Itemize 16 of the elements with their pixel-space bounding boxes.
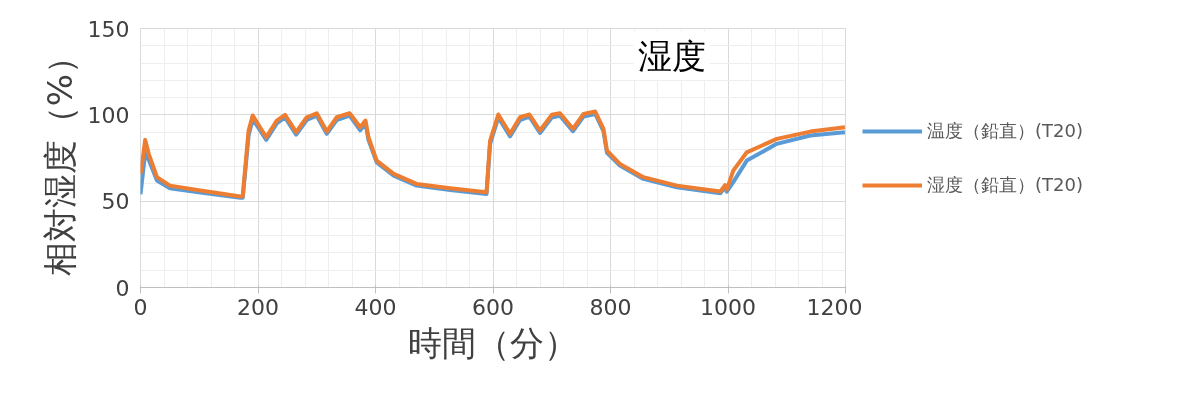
x-tick-label: 1200 bbox=[806, 294, 863, 320]
x-tick-label: 600 bbox=[472, 294, 514, 320]
y-tick-label: 50 bbox=[101, 189, 130, 215]
chart-title: 湿度 bbox=[637, 35, 706, 76]
x-tick-label: 0 bbox=[133, 294, 148, 320]
legend-label: 温度（鉛直）(T20) bbox=[927, 118, 1083, 143]
x-tick-label: 800 bbox=[589, 294, 632, 320]
x-axis-title: 時間（分） bbox=[408, 322, 578, 363]
x-tick-label: 1000 bbox=[700, 294, 757, 320]
y-tick-label: 0 bbox=[115, 275, 130, 301]
legend-label: 湿度（鉛直）(T20) bbox=[927, 172, 1083, 197]
y-tick-label: 100 bbox=[87, 102, 130, 128]
y-axis-title: 相対湿度（%） bbox=[39, 39, 80, 277]
y-tick-label: 150 bbox=[87, 16, 130, 42]
x-tick-label: 200 bbox=[237, 294, 279, 320]
x-tick-label: 400 bbox=[354, 294, 397, 320]
